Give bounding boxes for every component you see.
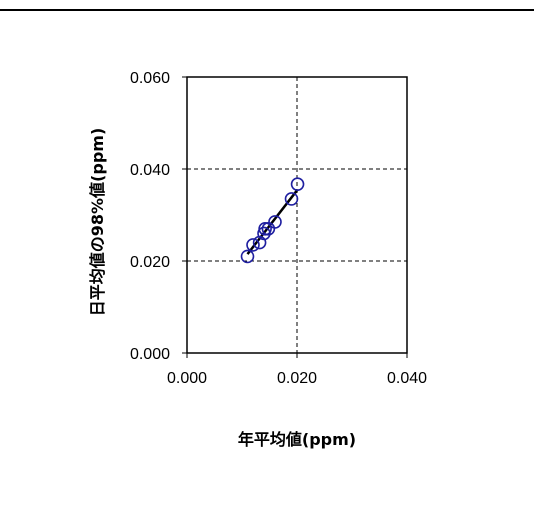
data-point [284, 192, 299, 206]
x-axis-title: 年平均値(ppm) [238, 430, 356, 449]
plot-area: 0.000 0.020 0.040 0.000 0.020 0.040 0.060 年平均値(… [88, 70, 427, 449]
y-tick-label: 0.000 [130, 346, 170, 363]
y-axis-title: 日平均値の98%値(ppm) [88, 128, 107, 317]
data-point [240, 249, 255, 264]
y-tick-label: 0.040 [130, 162, 170, 179]
y-tick-label: 0.060 [130, 70, 170, 87]
x-tick-label: 0.020 [277, 370, 317, 387]
x-tick-label: 0.040 [387, 370, 427, 387]
top-border-line [0, 9, 534, 11]
data-point [290, 177, 305, 191]
data-point [258, 222, 272, 236]
y-tick-label: 0.020 [130, 254, 170, 271]
x-tick-label: 0.000 [167, 370, 207, 387]
data-point [268, 215, 282, 229]
trendline [246, 188, 299, 255]
data-point [246, 238, 260, 252]
